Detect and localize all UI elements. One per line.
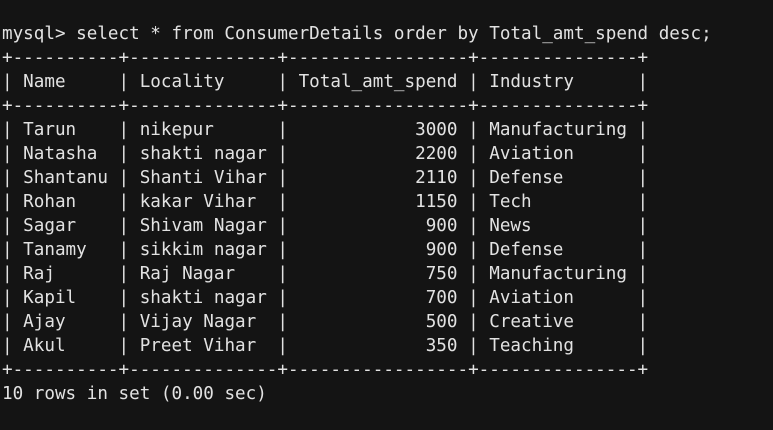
table-border-top: +----------+--------------+-------------… bbox=[2, 48, 649, 68]
table-row: | Ajay | Vijay Nagar | 500 | Creative | bbox=[2, 312, 649, 332]
table-header-row: | Name | Locality | Total_amt_spend | In… bbox=[2, 72, 649, 92]
table-row: | Shantanu | Shanti Vihar | 2110 | Defen… bbox=[2, 168, 649, 188]
table-row: | Sagar | Shivam Nagar | 900 | News | bbox=[2, 216, 649, 236]
table-row: | Raj | Raj Nagar | 750 | Manufacturing … bbox=[2, 264, 649, 284]
result-table: +----------+--------------+-------------… bbox=[2, 46, 773, 382]
status-line: 10 rows in set (0.00 sec) bbox=[2, 384, 267, 404]
sql-command: select * from ConsumerDetails order by T… bbox=[76, 24, 712, 44]
table-border-bottom: +----------+--------------+-------------… bbox=[2, 360, 649, 380]
table-row: | Kapil | shakti nagar | 700 | Aviation … bbox=[2, 288, 649, 308]
table-row: | Rohan | kakar Vihar | 1150 | Tech | bbox=[2, 192, 649, 212]
table-border-mid: +----------+--------------+-------------… bbox=[2, 96, 649, 116]
table-row: | Tarun | nikepur | 3000 | Manufacturing… bbox=[2, 120, 649, 140]
table-row: | Tanamy | sikkim nagar | 900 | Defense … bbox=[2, 240, 649, 260]
mysql-prompt: mysql> bbox=[2, 24, 66, 44]
table-row: | Natasha | shakti nagar | 2200 | Aviati… bbox=[2, 144, 649, 164]
command-line: mysql> select * from ConsumerDetails orde… bbox=[2, 22, 773, 46]
table-row: | Akul | Preet Vihar | 350 | Teaching | bbox=[2, 336, 649, 356]
